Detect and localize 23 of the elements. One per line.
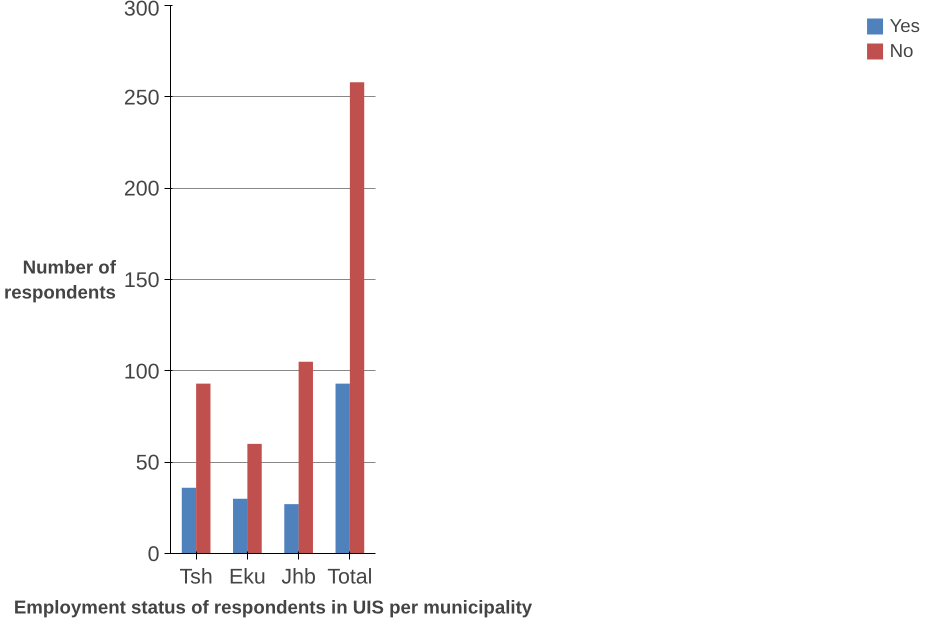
- y-tick-label: 250: [124, 85, 160, 110]
- x-tick-label: Tsh: [180, 564, 213, 588]
- y-tick-label: 300: [124, 0, 160, 20]
- x-axis-title: Employment status of respondents in UIS per municipality: [14, 596, 533, 618]
- legend-label: Yes: [890, 15, 920, 37]
- bar: [336, 384, 350, 554]
- bar: [247, 444, 262, 554]
- bar: [196, 384, 210, 554]
- x-tick-label: Jhb: [281, 564, 316, 588]
- legend-label: No: [890, 40, 914, 62]
- x-tick-label: Eku: [229, 564, 266, 588]
- y-tick-label: 100: [124, 359, 160, 384]
- bar: [350, 82, 364, 554]
- bar: [233, 498, 248, 554]
- bar: [182, 488, 196, 554]
- y-axis-title: Number of respondents: [4, 256, 117, 303]
- bar: [298, 362, 313, 554]
- x-tick-label: Total: [327, 564, 372, 588]
- bar: [284, 504, 299, 554]
- y-tick-label: 200: [124, 176, 160, 201]
- y-tick-label: 150: [124, 268, 160, 292]
- y-tick-label: 50: [136, 450, 160, 475]
- y-tick-label: 0: [148, 542, 160, 566]
